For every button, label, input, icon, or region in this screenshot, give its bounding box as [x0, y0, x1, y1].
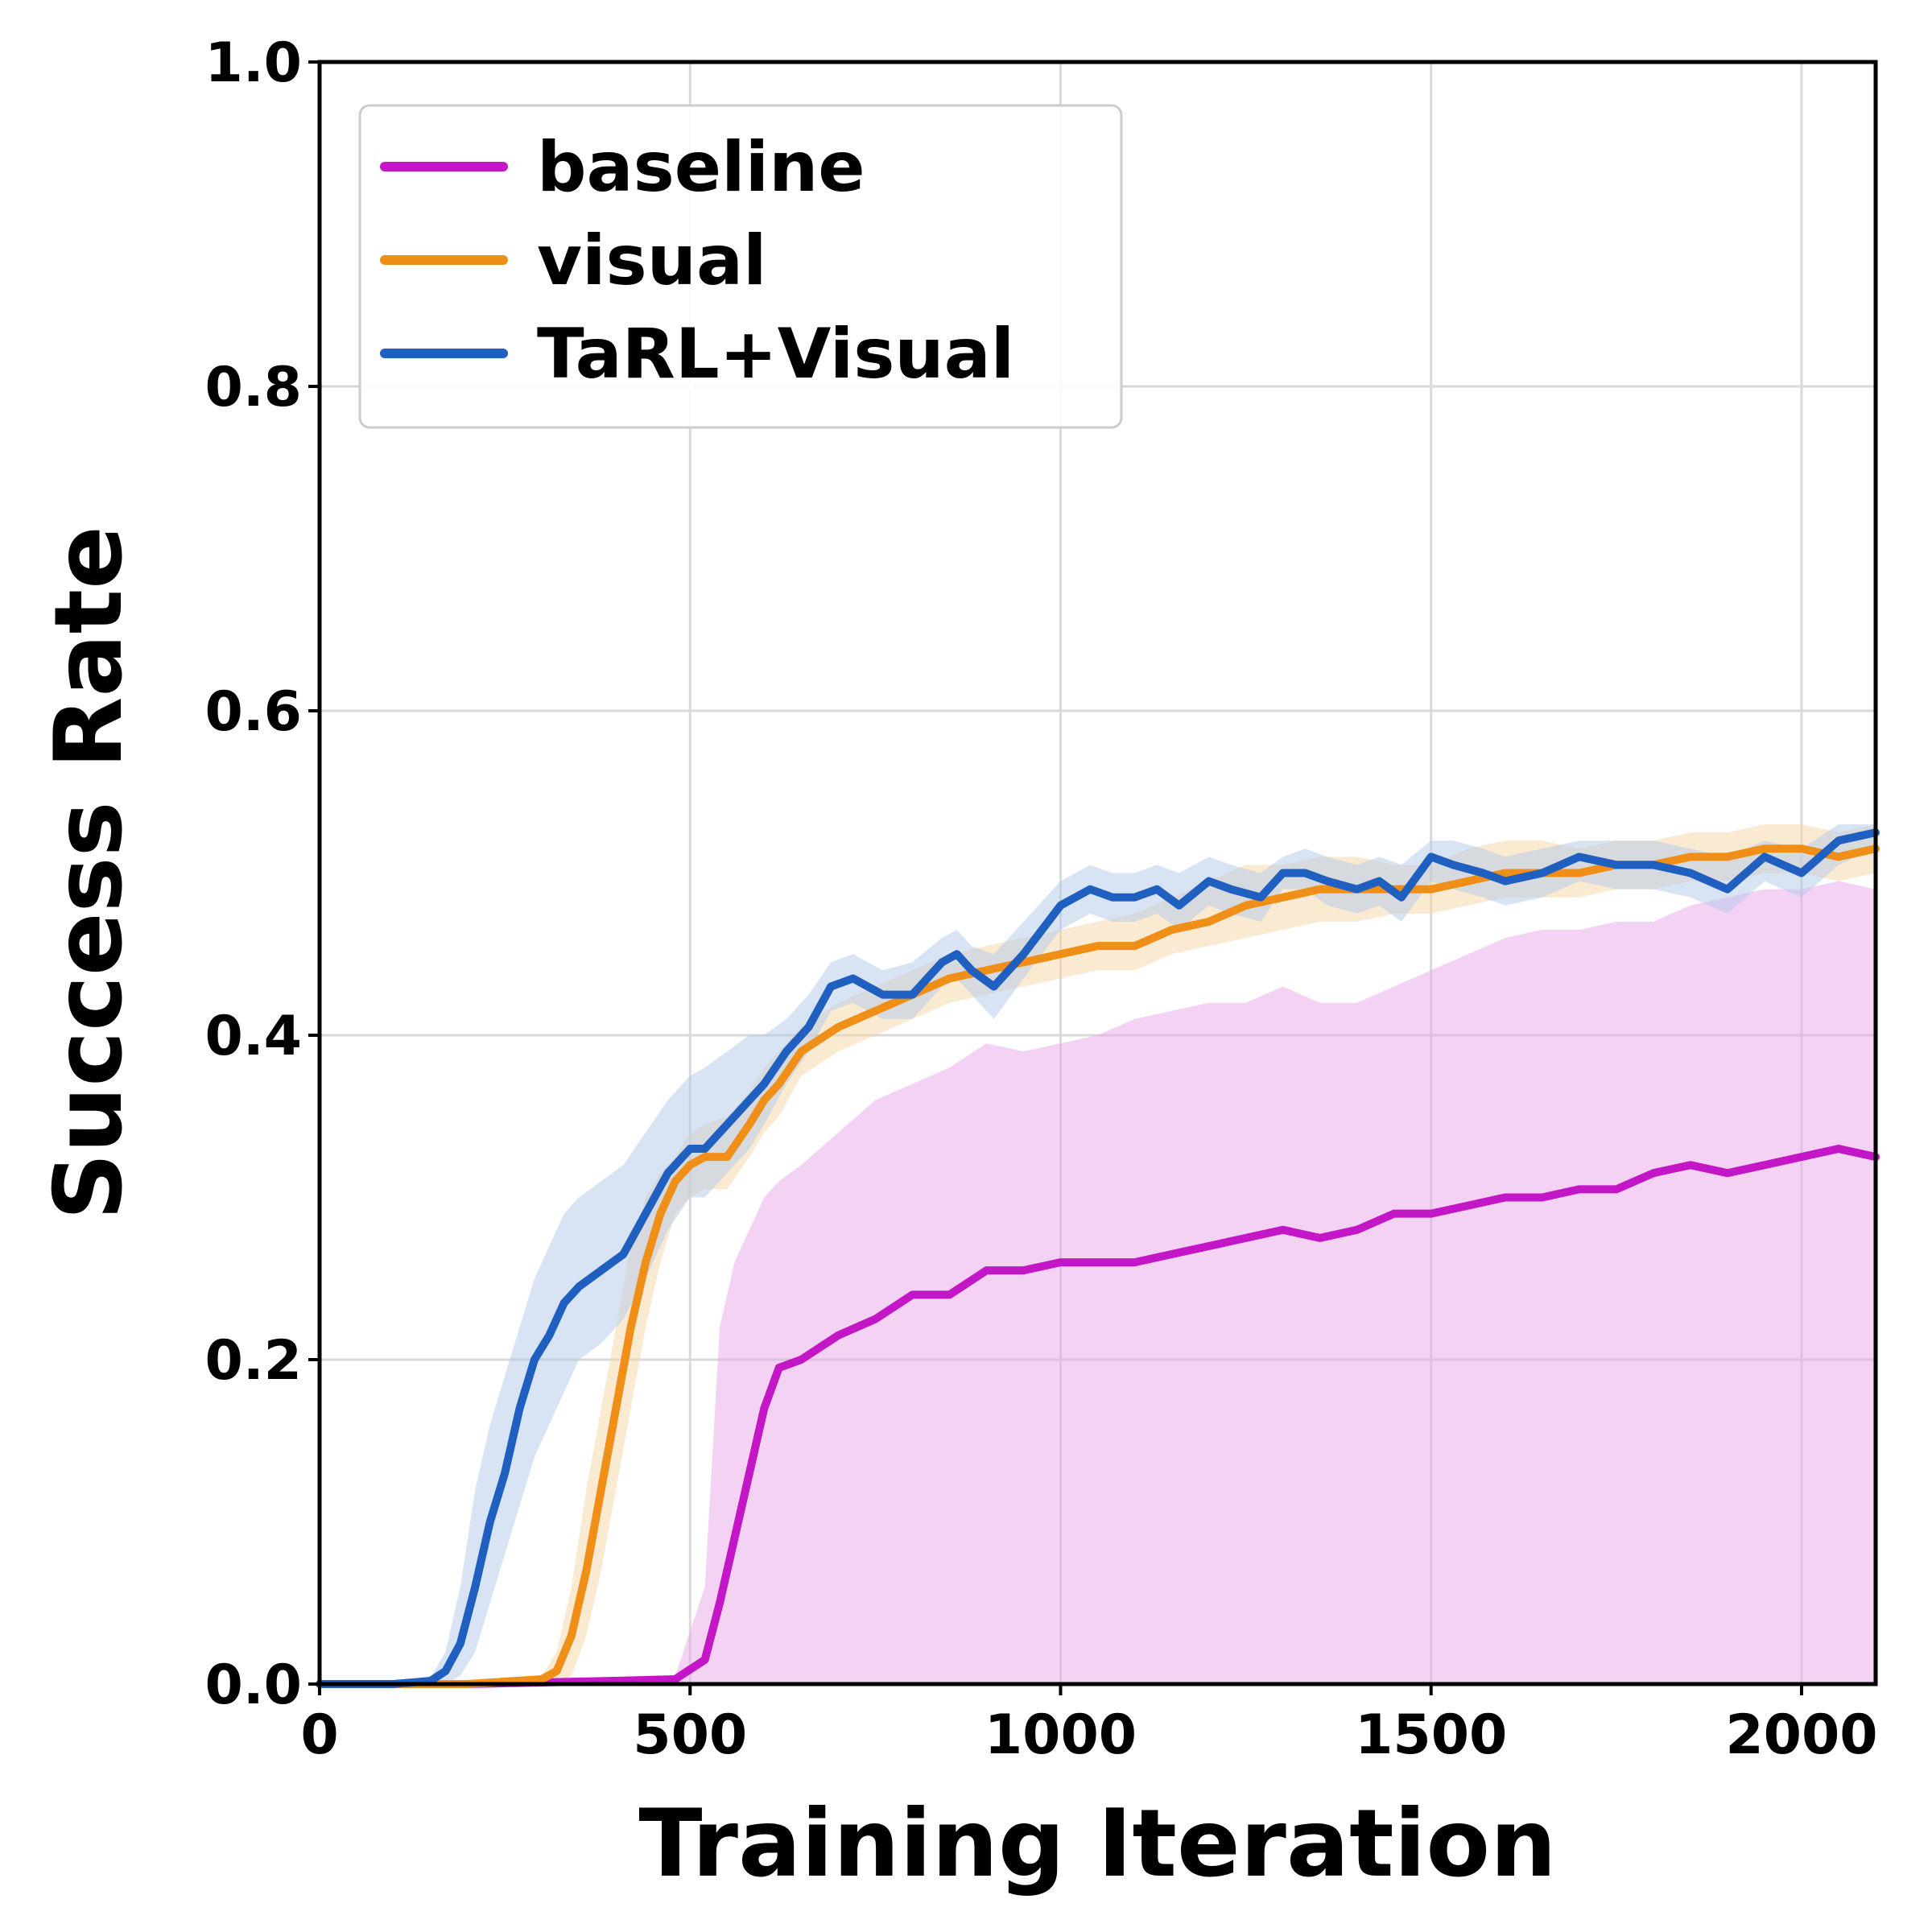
x-tick-label: 1000 [985, 1703, 1137, 1767]
axis-ticks: 0 500 1000 1500 2000 0.0 0.2 0.4 0.6 0.8 1.0 [205, 31, 1878, 1767]
x-tick-label: 0 [300, 1703, 338, 1767]
x-axis-title: Training Iteration [638, 1790, 1556, 1898]
baseline-line [316, 1145, 1880, 1688]
legend-box [358, 104, 1123, 429]
x-tick-label: 500 [633, 1703, 747, 1767]
y-tick-label: 0.2 [205, 1329, 302, 1393]
baseline-band [320, 881, 1876, 1684]
legend: baseline visual TaRL+Visual [358, 104, 1123, 429]
y-tick-label: 1.0 [205, 31, 302, 95]
legend-label-baseline: baseline [537, 127, 865, 208]
y-tick-label: 0.8 [205, 356, 302, 419]
legend-label-visual: visual [537, 221, 766, 301]
x-tick-label: 2000 [1725, 1703, 1877, 1767]
y-axis-title: Success Rate [35, 526, 143, 1220]
confidence-bands [320, 824, 1876, 1684]
y-tick-label: 0.0 [205, 1653, 302, 1717]
tarl-visual-line [316, 828, 1880, 1688]
y-tick-label: 0.4 [205, 1005, 302, 1068]
plot-frame [317, 60, 1878, 1686]
x-tick-label: 1500 [1355, 1703, 1507, 1767]
y-tick-label: 0.6 [205, 680, 302, 744]
visual-line [316, 844, 1880, 1688]
series-lines [316, 828, 1880, 1688]
legend-label-tarl-visual: TaRL+Visual [537, 314, 1014, 394]
